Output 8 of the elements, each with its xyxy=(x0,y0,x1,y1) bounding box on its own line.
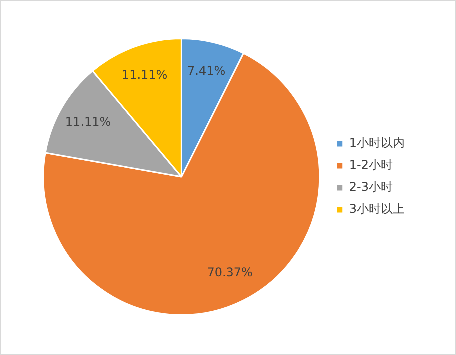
legend-label: 1小时以内 xyxy=(349,136,406,150)
legend-label: 1-2小时 xyxy=(349,158,393,172)
data-label: 70.37% xyxy=(207,265,253,280)
legend-label: 3小时以上 xyxy=(349,202,406,216)
data-label: 11.11% xyxy=(65,115,112,130)
data-label: 7.41% xyxy=(187,64,226,78)
legend-label: 2-3小时 xyxy=(349,180,393,194)
data-label: 11.11% xyxy=(122,68,168,82)
